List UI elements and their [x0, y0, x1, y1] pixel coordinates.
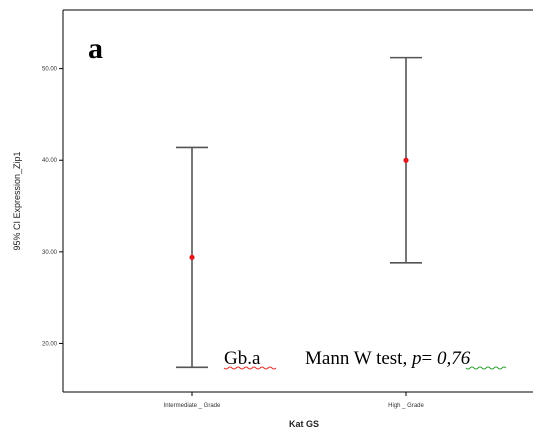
- y-tick-label: 20.00: [42, 341, 58, 347]
- p-symbol: p: [410, 348, 422, 369]
- mean-point: [403, 157, 409, 163]
- annotation-test: Mann W test, p= 0,76: [305, 348, 471, 369]
- y-tick-label: 30.00: [42, 250, 58, 256]
- y-axis-label: 95% CI Expression_Zip1: [12, 151, 22, 250]
- x-tick-group: Intermediate _ Grade High _ Grade: [164, 392, 425, 409]
- x-tick-label: High _ Grade: [388, 403, 424, 409]
- y-tick-group: 20.00 30.00 40.00 50.00: [42, 67, 63, 347]
- x-tick-label: Intermediate _ Grade: [164, 403, 221, 409]
- p-value: 0,76: [437, 348, 471, 369]
- annotation-label: Gb.a: [224, 348, 261, 369]
- p-equals: =: [421, 348, 436, 369]
- spellcheck-underline: [223, 366, 277, 370]
- grammar-underline: [465, 366, 507, 370]
- mean-point: [189, 254, 195, 260]
- test-name: Mann W test,: [305, 348, 412, 369]
- y-tick-label: 40.00: [42, 158, 58, 164]
- panel-letter: a: [88, 32, 103, 65]
- x-axis-label: Kat GS: [289, 419, 319, 429]
- y-tick-label: 50.00: [42, 67, 58, 73]
- error-bar-group: [176, 56, 422, 369]
